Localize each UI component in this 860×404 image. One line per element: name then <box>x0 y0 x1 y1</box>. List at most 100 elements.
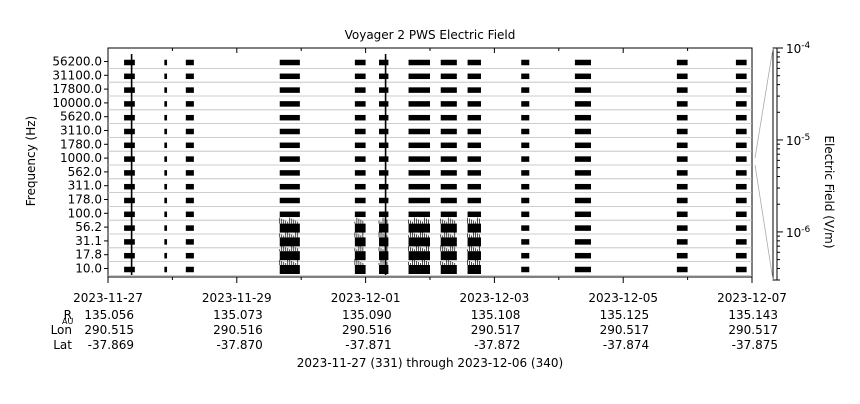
spectrum-mark <box>735 266 747 273</box>
observation-window <box>574 59 591 273</box>
ephemeris-value: 290.515 <box>84 323 134 337</box>
spectrum-mark <box>676 197 688 204</box>
spectrum-mark <box>379 197 389 204</box>
observation-window <box>354 59 366 274</box>
spectrum-mark <box>735 87 747 93</box>
x-axis-ticks: 2023-11-27 2023-11-29 2023-12-01 2023-12-03… <box>73 48 787 305</box>
spectrum-mark <box>735 183 747 190</box>
observation-window <box>676 59 688 273</box>
spectrum-mark <box>185 128 194 135</box>
colorbar-connector <box>754 47 774 159</box>
observation-window <box>124 54 135 275</box>
spectrum-mark <box>521 156 530 162</box>
spectrum-mark <box>185 239 194 245</box>
spectrum-mark <box>124 211 135 218</box>
spectrum-mark <box>124 114 135 121</box>
y-tick-label: 178.0 <box>68 193 102 207</box>
spectrum-mark <box>164 211 168 218</box>
spectrum-mark <box>408 170 430 176</box>
spectrum-mark <box>521 183 530 190</box>
spectrum-mark <box>379 237 389 247</box>
spectrum-mark <box>408 142 430 149</box>
spectrum-mark <box>676 142 688 149</box>
spectrum-mark <box>676 114 688 121</box>
spectrum-mark <box>379 87 389 93</box>
spectrum-mark <box>164 156 168 162</box>
spectrum-mark <box>521 239 530 245</box>
spectrum-mark <box>124 252 135 259</box>
spectrum-mark <box>354 170 366 176</box>
spectrum-mark <box>521 114 530 121</box>
spectrum-mark <box>467 87 481 93</box>
spectrum-mark <box>676 101 688 107</box>
y-tick-label: 562.0 <box>68 165 102 179</box>
spectrum-mark <box>735 197 747 204</box>
spectrum-mark <box>521 73 530 80</box>
spectrum-mark <box>676 87 688 93</box>
spectrum-mark <box>379 101 389 107</box>
spectrum-mark <box>279 128 300 135</box>
spectrum-mark <box>521 101 530 107</box>
spectrum-mark <box>408 251 430 261</box>
spectrum-mark <box>574 156 591 162</box>
observation-window <box>521 59 530 273</box>
observation-window <box>440 59 457 274</box>
spectrum-mark <box>124 101 135 107</box>
spectrum-mark <box>574 142 591 149</box>
spectrum-mark <box>124 225 135 231</box>
spectrum-mark <box>279 211 300 218</box>
colorbar-tick-label: 10-4 <box>786 41 811 56</box>
spectrum-mark <box>467 251 481 261</box>
ephemeris-value: 135.108 <box>471 308 521 322</box>
spectrum-mark <box>164 128 168 135</box>
spectrum-mark <box>440 223 457 233</box>
spectrum-mark <box>279 114 300 121</box>
spectrum-mark <box>164 101 168 107</box>
ephemeris-value: 290.517 <box>600 323 650 337</box>
spectrum-mark <box>379 156 389 162</box>
spectrum-mark <box>408 265 430 274</box>
spectrum-mark <box>379 265 389 274</box>
y-tick-label: 10000.0 <box>52 96 102 110</box>
spectrum-mark <box>354 237 366 247</box>
observation-windows <box>124 54 747 275</box>
spectrum-mark <box>354 197 366 204</box>
spectrum-mark <box>354 183 366 190</box>
ephemeris-value: -37.875 <box>732 338 778 352</box>
spectrum-mark <box>164 73 168 80</box>
spectrum-mark <box>467 128 481 135</box>
x-tick-label: 2023-11-29 <box>202 291 272 305</box>
spectrum-mark <box>467 223 481 233</box>
spectrum-mark <box>279 251 300 261</box>
spectrum-mark <box>124 266 135 273</box>
spectrum-mark <box>735 59 747 66</box>
spectrum-mark <box>279 183 300 190</box>
spectrum-mark <box>676 59 688 66</box>
spectrum-mark <box>164 59 168 66</box>
spectrum-mark <box>574 59 591 66</box>
spectrum-mark <box>467 197 481 204</box>
spectrum-mark <box>467 73 481 80</box>
spectrum-mark <box>440 114 457 121</box>
spectrum-mark <box>354 73 366 80</box>
spectrum-mark <box>440 237 457 247</box>
observation-window <box>164 59 168 273</box>
spectrum-mark <box>185 156 194 162</box>
spectrum-mark <box>185 101 194 107</box>
spectrum-mark <box>521 59 530 66</box>
spectrum-mark <box>408 101 430 107</box>
spectrum-mark <box>574 87 591 93</box>
spectrum-mark <box>440 101 457 107</box>
spectrum-mark <box>735 211 747 218</box>
spectrum-mark <box>379 114 389 121</box>
spectrum-mark <box>354 251 366 261</box>
spectrum-mark <box>521 87 530 93</box>
observation-window <box>735 59 747 273</box>
spectrum-mark <box>467 142 481 149</box>
spectrum-mark <box>676 156 688 162</box>
spectrum-mark <box>467 101 481 107</box>
spectrum-mark <box>440 251 457 261</box>
spectrum-mark <box>440 73 457 80</box>
spectrum-mark <box>354 223 366 233</box>
